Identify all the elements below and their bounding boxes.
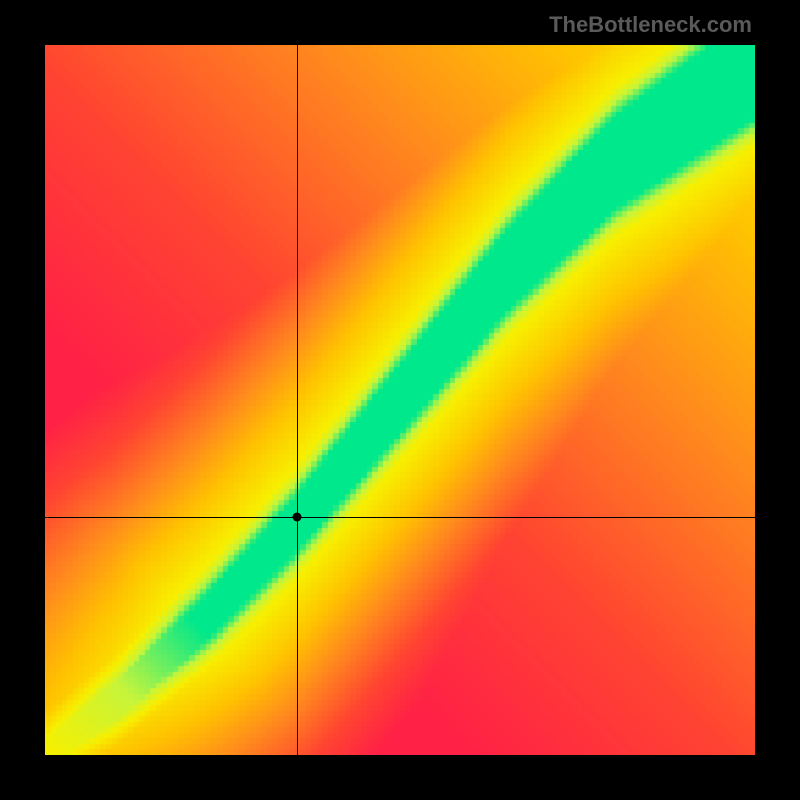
bottleneck-heatmap	[45, 45, 755, 755]
selection-marker	[293, 513, 302, 522]
crosshair-horizontal	[45, 517, 755, 518]
outer-frame: TheBottleneck.com	[0, 0, 800, 800]
watermark-text: TheBottleneck.com	[549, 12, 752, 38]
crosshair-vertical	[297, 45, 298, 755]
